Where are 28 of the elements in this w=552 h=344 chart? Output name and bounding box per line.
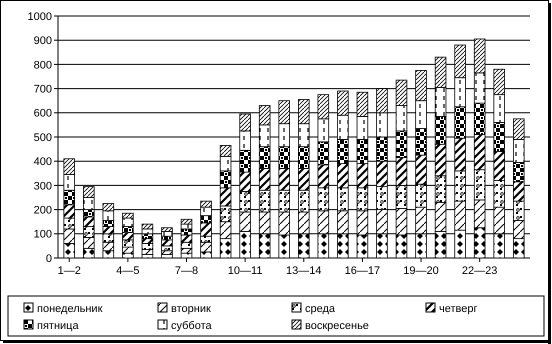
- x-tick-label: 10—11: [228, 265, 262, 277]
- x-tick-label: 19—20: [403, 265, 439, 277]
- legend-label: понедельник: [37, 302, 103, 315]
- legend-label: воскресенье: [305, 320, 369, 332]
- legend-label: вторник: [171, 302, 211, 315]
- y-tick-label: 1000: [28, 10, 52, 23]
- y-tick-label: 0: [46, 252, 52, 265]
- legend-label: среда: [305, 302, 336, 315]
- legend-label: суббота: [171, 320, 213, 332]
- y-tick-label: 300: [34, 180, 52, 192]
- y-tick-label: 500: [34, 132, 52, 144]
- y-tick-label: 600: [34, 108, 52, 120]
- bar: [180, 252, 192, 258]
- x-tick-label: 22—23: [462, 265, 498, 277]
- x-tick-label: 16—17: [344, 265, 380, 277]
- y-tick-label: 700: [34, 83, 52, 96]
- bar: [161, 250, 173, 255]
- x-tick-label: 4—5: [116, 265, 140, 277]
- x-tick-label: 13—14: [286, 265, 322, 277]
- x-tick-label: 1—2: [58, 265, 81, 277]
- y-tick-label: 100: [34, 228, 52, 241]
- legend-label: четверг: [439, 302, 478, 315]
- x-tick-label: 7—8: [174, 265, 198, 277]
- legend-label: пятница: [37, 320, 80, 332]
- y-tick-label: 200: [34, 204, 52, 216]
- y-tick-label: 900: [34, 35, 52, 48]
- y-tick-label: 800: [34, 59, 52, 72]
- y-tick-label: 400: [34, 156, 52, 168]
